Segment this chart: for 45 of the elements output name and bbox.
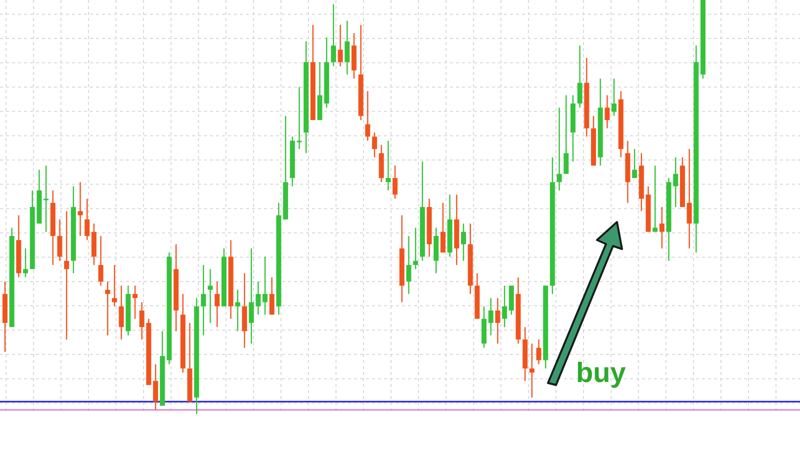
- candlestick: [413, 227, 418, 270]
- candlestick: [200, 264, 206, 336]
- candlestick: [392, 165, 398, 200]
- candlestick: [338, 24, 343, 67]
- candlestick: [652, 165, 658, 232]
- candlestick: [495, 297, 500, 344]
- candlestick: [153, 364, 158, 410]
- candlestick: [529, 343, 534, 398]
- candlestick: [269, 276, 274, 316]
- candlestick: [208, 268, 213, 324]
- candlestick: [365, 90, 370, 142]
- candlestick: [296, 86, 302, 150]
- candlestick: [659, 206, 664, 249]
- candlestick: [488, 297, 494, 336]
- candlestick: [440, 202, 446, 254]
- candlestick: [112, 264, 117, 307]
- candlestick: [632, 148, 638, 179]
- candlestick: [344, 20, 350, 76]
- candlestick: [502, 285, 508, 328]
- candlestick: [604, 94, 610, 129]
- candlestick: [262, 256, 268, 316]
- candlestick: [44, 165, 49, 232]
- candlestick: [372, 132, 378, 158]
- candlestick: [612, 78, 617, 117]
- candlestick: [23, 248, 28, 278]
- candlestick: [118, 285, 124, 340]
- candlestick: [98, 235, 104, 286]
- candlestick: [386, 140, 391, 192]
- candlestick: [564, 94, 569, 174]
- candlestick: [235, 289, 240, 332]
- candlestick: [214, 280, 220, 328]
- candlestick: [330, 4, 336, 67]
- candlestick: [406, 235, 412, 295]
- annotation: buy: [576, 357, 626, 388]
- candlestick: [536, 338, 542, 365]
- candlestick: [57, 218, 62, 262]
- candlestick: [577, 44, 582, 108]
- candlestick: [556, 107, 562, 192]
- candlestick: [78, 182, 83, 237]
- candlestick: [686, 148, 692, 249]
- candlestick: [84, 198, 90, 241]
- candlestick: [132, 285, 138, 320]
- candlestick: [460, 222, 466, 262]
- candlestick: [105, 280, 110, 336]
- candlestick: [64, 210, 70, 340]
